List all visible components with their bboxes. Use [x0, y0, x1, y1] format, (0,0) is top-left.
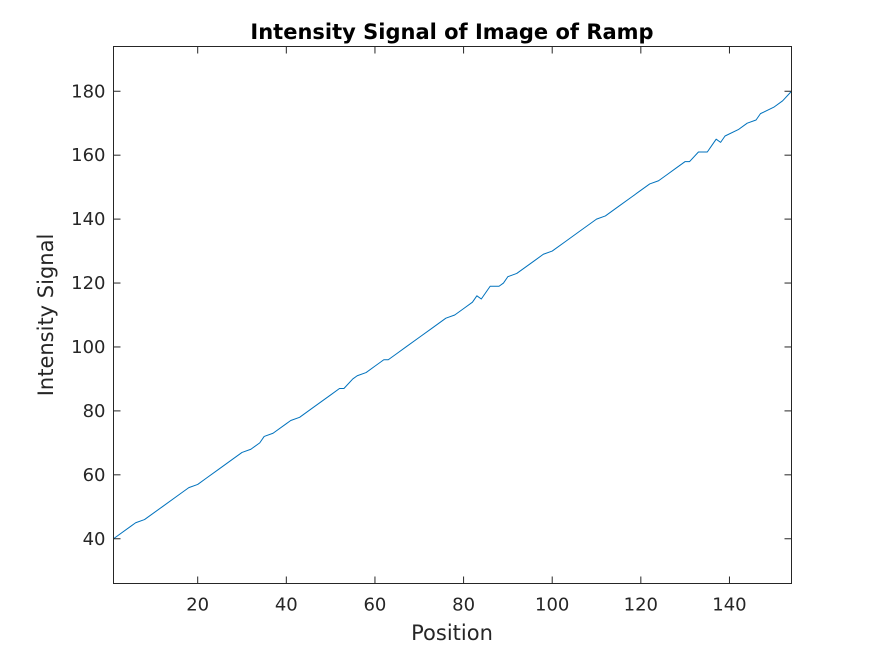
- series-group: [113, 90, 792, 540]
- plot-box: [113, 46, 792, 584]
- x-tick-label: 80: [452, 595, 475, 616]
- x-axis-ticks: 20 40 60 80 100 120 140: [186, 46, 747, 616]
- y-tick-label: 60: [83, 465, 106, 486]
- x-tick-label: 140: [712, 595, 746, 616]
- y-tick-label: 140: [71, 209, 105, 230]
- x-axis-label: Position: [411, 621, 493, 645]
- x-tick-label: 40: [275, 595, 298, 616]
- y-tick-label: 40: [83, 529, 106, 550]
- y-axis-ticks: 40 60 80 100 120 140 160 180: [71, 81, 792, 550]
- series-line-0: [113, 90, 792, 540]
- x-tick-label: 120: [624, 595, 658, 616]
- chart-title: Intensity Signal of Image of Ramp: [250, 20, 653, 44]
- y-tick-label: 80: [83, 401, 106, 422]
- y-tick-label: 160: [71, 145, 105, 166]
- x-tick-label: 60: [363, 595, 386, 616]
- plot-area: [113, 46, 791, 583]
- y-tick-label: 100: [71, 337, 105, 358]
- y-tick-label: 120: [71, 273, 105, 294]
- x-tick-label: 20: [186, 595, 209, 616]
- y-tick-label: 180: [71, 81, 105, 102]
- y-axis-label: Intensity Signal: [34, 234, 58, 397]
- x-tick-label: 100: [535, 595, 569, 616]
